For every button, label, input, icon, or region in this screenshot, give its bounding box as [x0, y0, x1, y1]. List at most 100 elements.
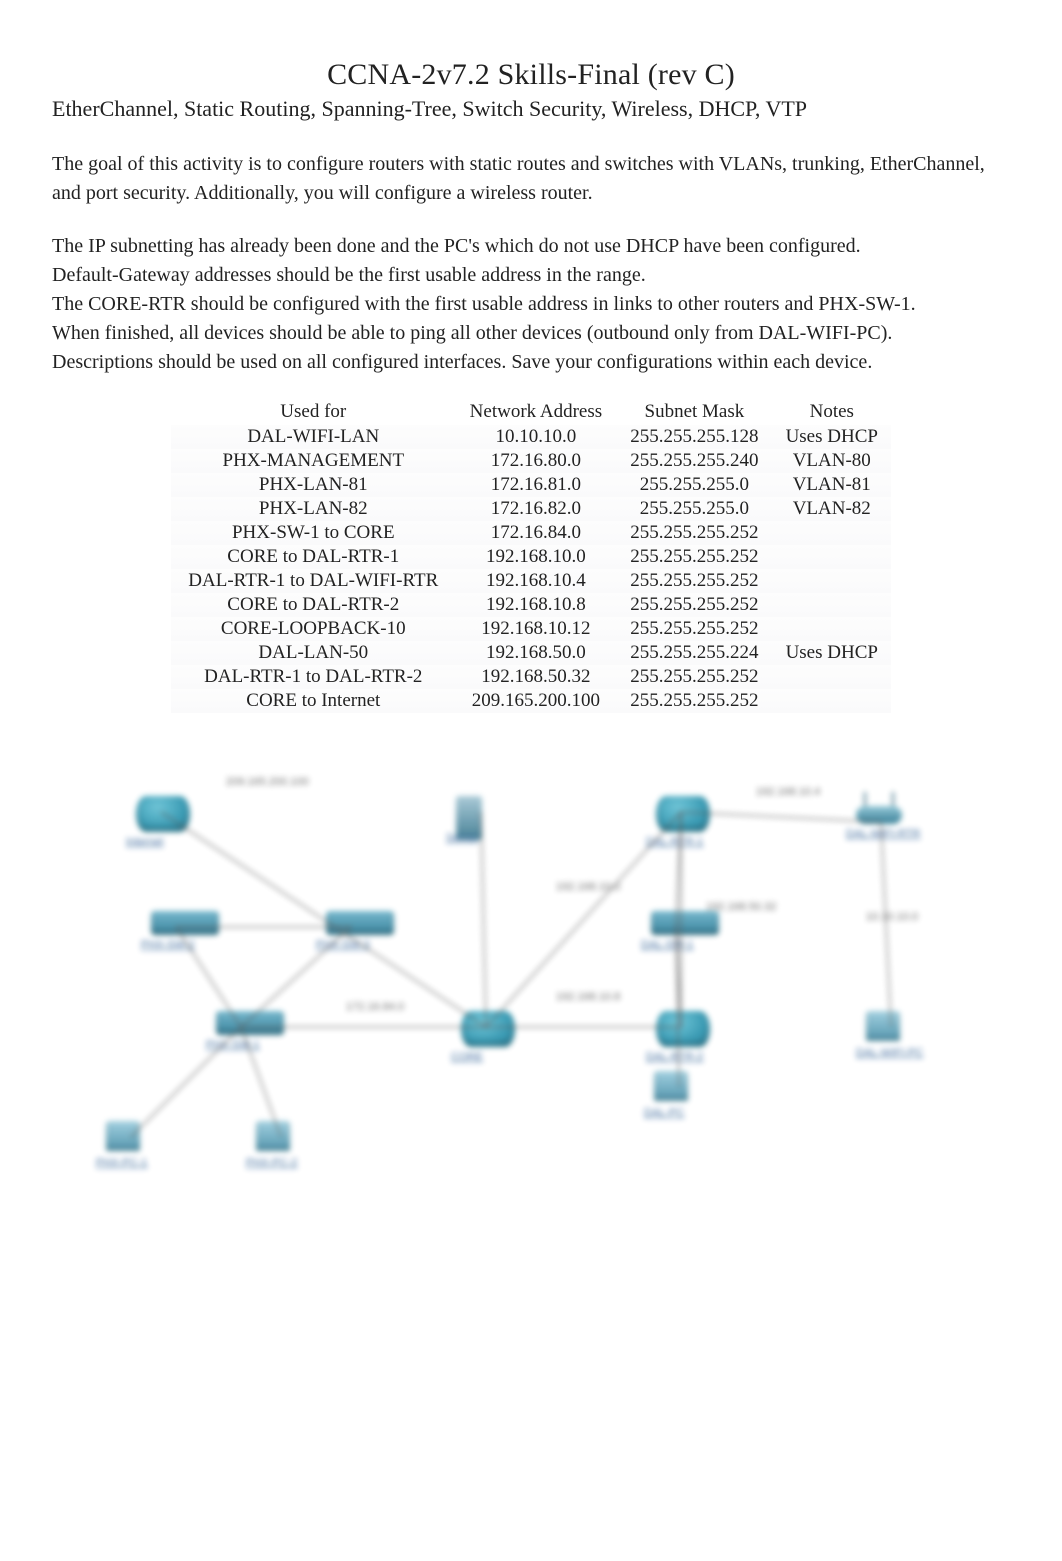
ip-label: 192.168.10.0	[556, 881, 620, 893]
link-line	[130, 1026, 241, 1137]
table-cell: 255.255.255.252	[616, 569, 772, 593]
body-line: When finished, all devices should be abl…	[52, 319, 1010, 348]
table-cell	[773, 521, 891, 545]
table-cell: DAL-WIFI-LAN	[171, 425, 456, 449]
device-label: DAL-SW-1	[641, 939, 693, 951]
device-label: Server	[446, 832, 478, 844]
table-cell: 255.255.255.128	[616, 425, 772, 449]
body-line: The IP subnetting has already been done …	[52, 232, 1010, 261]
table-cell: VLAN-80	[773, 449, 891, 473]
ip-label: 209.165.200.100	[226, 776, 309, 788]
table-cell: PHX-LAN-81	[171, 473, 456, 497]
link-line	[175, 926, 242, 1027]
ip-label: 192.168.50.32	[706, 901, 776, 913]
link-line	[240, 926, 351, 1027]
table-cell: 255.255.255.252	[616, 593, 772, 617]
table-cell: 255.255.255.252	[616, 521, 772, 545]
table-row: CORE to DAL-RTR-2192.168.10.8255.255.255…	[171, 593, 891, 617]
col-notes: Notes	[773, 399, 891, 425]
device-label: PHX-SW-1	[206, 1039, 260, 1051]
table-cell: VLAN-82	[773, 497, 891, 521]
table-row: DAL-WIFI-LAN10.10.10.0255.255.255.128Use…	[171, 425, 891, 449]
page-root: CCNA-2v7.2 Skills-Final (rev C) EtherCha…	[0, 0, 1062, 1561]
device-phx-pc1	[106, 1121, 140, 1151]
device-dal-rtr2	[656, 1011, 710, 1047]
table-cell	[773, 617, 891, 641]
device-label: DAL-PC	[644, 1107, 684, 1119]
table-cell: 255.255.255.252	[616, 665, 772, 689]
col-network: Network Address	[456, 399, 617, 425]
table-cell	[773, 569, 891, 593]
body-line: The CORE-RTR should be configured with t…	[52, 290, 1010, 319]
table-cell: PHX-SW-1 to CORE	[171, 521, 456, 545]
table-cell	[773, 665, 891, 689]
table-cell: 255.255.255.240	[616, 449, 772, 473]
device-label: PHX-PC-2	[246, 1157, 297, 1169]
table-cell: DAL-LAN-50	[171, 641, 456, 665]
device-label: Internet	[126, 836, 163, 848]
table-cell	[773, 689, 891, 713]
col-used-for: Used for	[171, 399, 456, 425]
link-line	[241, 1026, 486, 1028]
device-label: DAL-WIFI-RTR	[846, 828, 920, 840]
table-row: PHX-LAN-82172.16.82.0255.255.255.0VLAN-8…	[171, 497, 891, 521]
table-cell: 255.255.255.224	[616, 641, 772, 665]
page-title: CCNA-2v7.2 Skills-Final (rev C)	[52, 58, 1010, 92]
table-cell: 255.255.255.252	[616, 617, 772, 641]
intro-paragraph: The goal of this activity is to configur…	[52, 150, 1010, 208]
ip-label: 192.168.10.8	[556, 991, 620, 1003]
table-row: PHX-LAN-81172.16.81.0255.255.255.0VLAN-8…	[171, 473, 891, 497]
table-cell	[773, 593, 891, 617]
table-cell: 255.255.255.0	[616, 497, 772, 521]
table-cell: 10.10.10.0	[456, 425, 617, 449]
table-row: DAL-RTR-1 to DAL-WIFI-RTR192.168.10.4255…	[171, 569, 891, 593]
ip-label: 172.16.84.0	[346, 1001, 404, 1013]
device-dal-pc	[654, 1071, 688, 1101]
table-header-row: Used for Network Address Subnet Mask Not…	[171, 399, 891, 425]
link-line	[880, 822, 892, 1027]
table-cell: 192.168.50.0	[456, 641, 617, 665]
device-dal-sw1	[651, 911, 719, 935]
device-phx-sw3	[326, 911, 394, 935]
body-line: Default-Gateway addresses should be the …	[52, 261, 1010, 290]
table-cell: PHX-MANAGEMENT	[171, 449, 456, 473]
table-cell: PHX-LAN-82	[171, 497, 456, 521]
table-cell: CORE to DAL-RTR-1	[171, 545, 456, 569]
subnet-table: Used for Network Address Subnet Mask Not…	[171, 399, 891, 713]
device-label: PHX-PC-1	[96, 1157, 147, 1169]
page-subtitle: EtherChannel, Static Routing, Spanning-T…	[52, 96, 1010, 122]
table-cell: CORE-LOOPBACK-10	[171, 617, 456, 641]
table-cell: 192.168.10.12	[456, 617, 617, 641]
table-row: CORE to DAL-RTR-1192.168.10.0255.255.255…	[171, 545, 891, 569]
table-body: DAL-WIFI-LAN10.10.10.0255.255.255.128Use…	[171, 425, 891, 713]
table-cell: CORE to DAL-RTR-2	[171, 593, 456, 617]
table-cell: Uses DHCP	[773, 425, 891, 449]
ip-label: 10.10.10.0	[866, 911, 918, 923]
device-dal-wifi-pc	[866, 1011, 900, 1041]
device-label: DAL-RTR-2	[646, 1051, 703, 1063]
network-diagram: InternetCOREPHX-SW-1PHX-SW-2PHX-SW-3PHX-…	[96, 741, 966, 1221]
device-label: CORE	[451, 1051, 483, 1063]
table-cell: 192.168.10.4	[456, 569, 617, 593]
table-cell: 192.168.10.0	[456, 545, 617, 569]
table-cell: 172.16.80.0	[456, 449, 617, 473]
col-mask: Subnet Mask	[616, 399, 772, 425]
table-row: CORE-LOOPBACK-10192.168.10.12255.255.255…	[171, 617, 891, 641]
table-cell: 172.16.84.0	[456, 521, 617, 545]
table-row: PHX-SW-1 to CORE172.16.84.0255.255.255.2…	[171, 521, 891, 545]
table-cell: VLAN-81	[773, 473, 891, 497]
table-cell: CORE to Internet	[171, 689, 456, 713]
device-phx-sw2	[151, 911, 219, 935]
table-cell: 172.16.81.0	[456, 473, 617, 497]
table-cell: 192.168.10.8	[456, 593, 617, 617]
table-cell: 255.255.255.252	[616, 545, 772, 569]
ip-label: 192.168.10.4	[756, 786, 820, 798]
device-phx-pc2	[256, 1121, 290, 1151]
table-row: PHX-MANAGEMENT172.16.80.0255.255.255.240…	[171, 449, 891, 473]
table-cell: 255.255.255.252	[616, 689, 772, 713]
table-row: CORE to Internet209.165.200.100255.255.2…	[171, 689, 891, 713]
table-row: DAL-LAN-50192.168.50.0255.255.255.224Use…	[171, 641, 891, 665]
table-cell: 172.16.82.0	[456, 497, 617, 521]
link-line	[176, 926, 351, 928]
link-line	[480, 812, 487, 1027]
